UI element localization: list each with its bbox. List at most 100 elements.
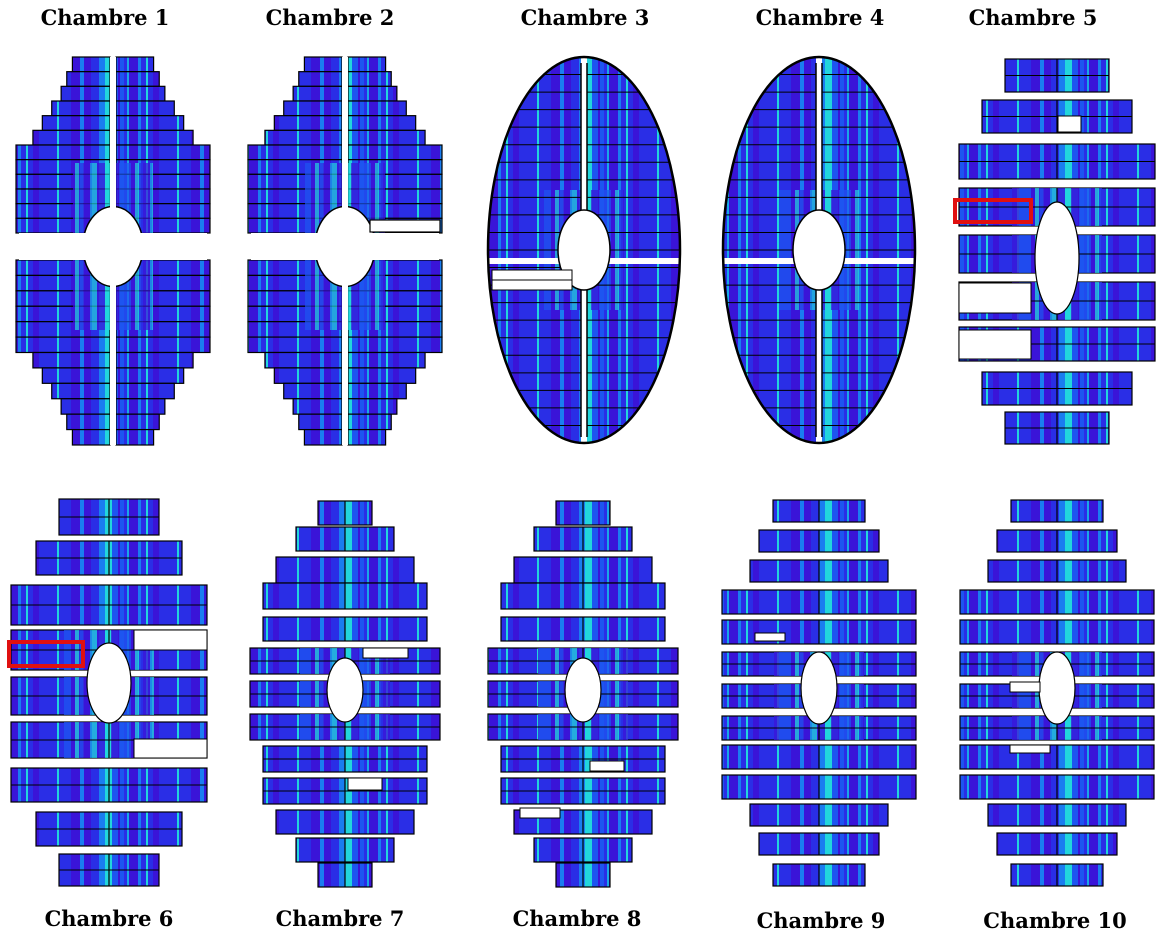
chamber-strip <box>347 351 426 369</box>
chamber-3-map <box>486 55 682 445</box>
chamber-strip <box>51 382 111 400</box>
chamber-strip <box>347 115 417 131</box>
beam-hole <box>1034 201 1080 315</box>
chamber-strip <box>60 85 111 102</box>
chamber-strip <box>115 115 185 131</box>
chamber-strip <box>115 129 194 146</box>
chamber-strip <box>115 413 160 431</box>
dead-strip <box>369 219 441 233</box>
dead-strip <box>519 807 561 819</box>
dead-strip <box>133 738 208 759</box>
chamber-strip <box>115 56 155 73</box>
chamber-8-label: Chambre 8 <box>512 906 642 931</box>
chamber-strip <box>71 56 111 73</box>
chamber-strip <box>292 398 343 415</box>
dead-strip <box>491 279 573 291</box>
dead-strip <box>958 329 1032 360</box>
dead-strip <box>133 629 208 651</box>
chamber-strip <box>15 336 111 354</box>
chamber-strip <box>264 129 343 146</box>
dead-strip <box>754 632 786 642</box>
chamber-1-map <box>15 56 211 446</box>
chamber-7-label: Chambre 7 <box>275 906 405 931</box>
chamber-strip <box>347 144 443 161</box>
chamber-strip <box>347 336 443 354</box>
beam-hole <box>564 657 602 723</box>
chamber-9-map <box>721 499 917 887</box>
chamber-strip <box>66 71 111 87</box>
chamber-6-map <box>7 498 208 887</box>
chamber-strip <box>283 100 343 117</box>
chamber-4-label: Chambre 4 <box>755 5 885 30</box>
dead-strip <box>958 282 1032 314</box>
chamber-strip <box>71 428 111 446</box>
ellipse-outline <box>486 55 682 445</box>
chamber-6-label: Chambre 6 <box>44 906 174 931</box>
chamber-strip <box>347 428 387 446</box>
chamber-strip <box>32 129 111 146</box>
chamber-strip <box>347 71 392 87</box>
dead-strip <box>1009 681 1041 693</box>
beam-hole <box>86 642 132 724</box>
chamber-3-label: Chambre 3 <box>520 5 650 30</box>
chamber-2-label: Chambre 2 <box>265 5 395 30</box>
chamber-strip <box>51 100 111 117</box>
chamber-strip <box>115 351 194 369</box>
chamber-1-label: Chambre 1 <box>40 5 170 30</box>
chamber-strip <box>115 100 175 117</box>
chamber-strip <box>41 115 111 131</box>
dead-strip <box>589 760 625 772</box>
chamber-2-map <box>247 56 443 446</box>
chamber-strip <box>347 382 407 400</box>
beam-hole <box>326 657 364 723</box>
chamber-10-label: Chambre 10 <box>983 908 1127 933</box>
chamber-8-map <box>487 500 679 888</box>
chamber-strip <box>32 351 111 369</box>
chamber-strip <box>347 56 387 73</box>
chamber-strip <box>347 85 398 102</box>
chamber-5-map <box>953 58 1156 445</box>
chamber-9-label: Chambre 9 <box>756 908 886 933</box>
dead-strip <box>347 777 383 791</box>
chamber-strip <box>115 71 160 87</box>
chamber-4-map <box>721 55 917 445</box>
dead-strip <box>491 269 573 281</box>
chamber-strip <box>247 144 343 161</box>
chamber-strip <box>292 85 343 102</box>
ellipse-outline <box>721 55 917 445</box>
chamber-strip <box>264 351 343 369</box>
chamber-7-map <box>249 500 441 888</box>
chamber-strip <box>115 367 185 384</box>
chamber-5-label: Chambre 5 <box>968 5 1098 30</box>
chamber-strip <box>15 144 111 161</box>
chamber-strip <box>115 336 211 354</box>
chamber-strip <box>347 413 392 431</box>
chamber-strip <box>273 115 343 131</box>
chamber-strip <box>347 100 407 117</box>
chamber-strip <box>66 413 111 431</box>
chamber-strip <box>115 398 166 415</box>
chamber-strip <box>247 336 343 354</box>
dead-strip <box>1009 744 1051 754</box>
chamber-strip <box>115 85 166 102</box>
highlight-box <box>953 198 1033 224</box>
chamber-strip <box>347 398 398 415</box>
chamber-strip <box>298 71 343 87</box>
dead-strip <box>1057 115 1082 133</box>
chamber-strip <box>41 367 111 384</box>
chamber-strip <box>303 56 343 73</box>
chamber-strip <box>115 144 211 161</box>
beam-hole <box>792 209 846 291</box>
beam-hole <box>800 651 838 725</box>
highlight-box <box>7 640 85 668</box>
chamber-10-map <box>959 499 1155 887</box>
chamber-strip <box>115 382 175 400</box>
chamber-strip <box>347 129 426 146</box>
beam-hole <box>1038 651 1076 725</box>
chamber-strip <box>60 398 111 415</box>
chamber-strip <box>298 413 343 431</box>
chamber-strip <box>273 367 343 384</box>
chamber-strip <box>347 367 417 384</box>
